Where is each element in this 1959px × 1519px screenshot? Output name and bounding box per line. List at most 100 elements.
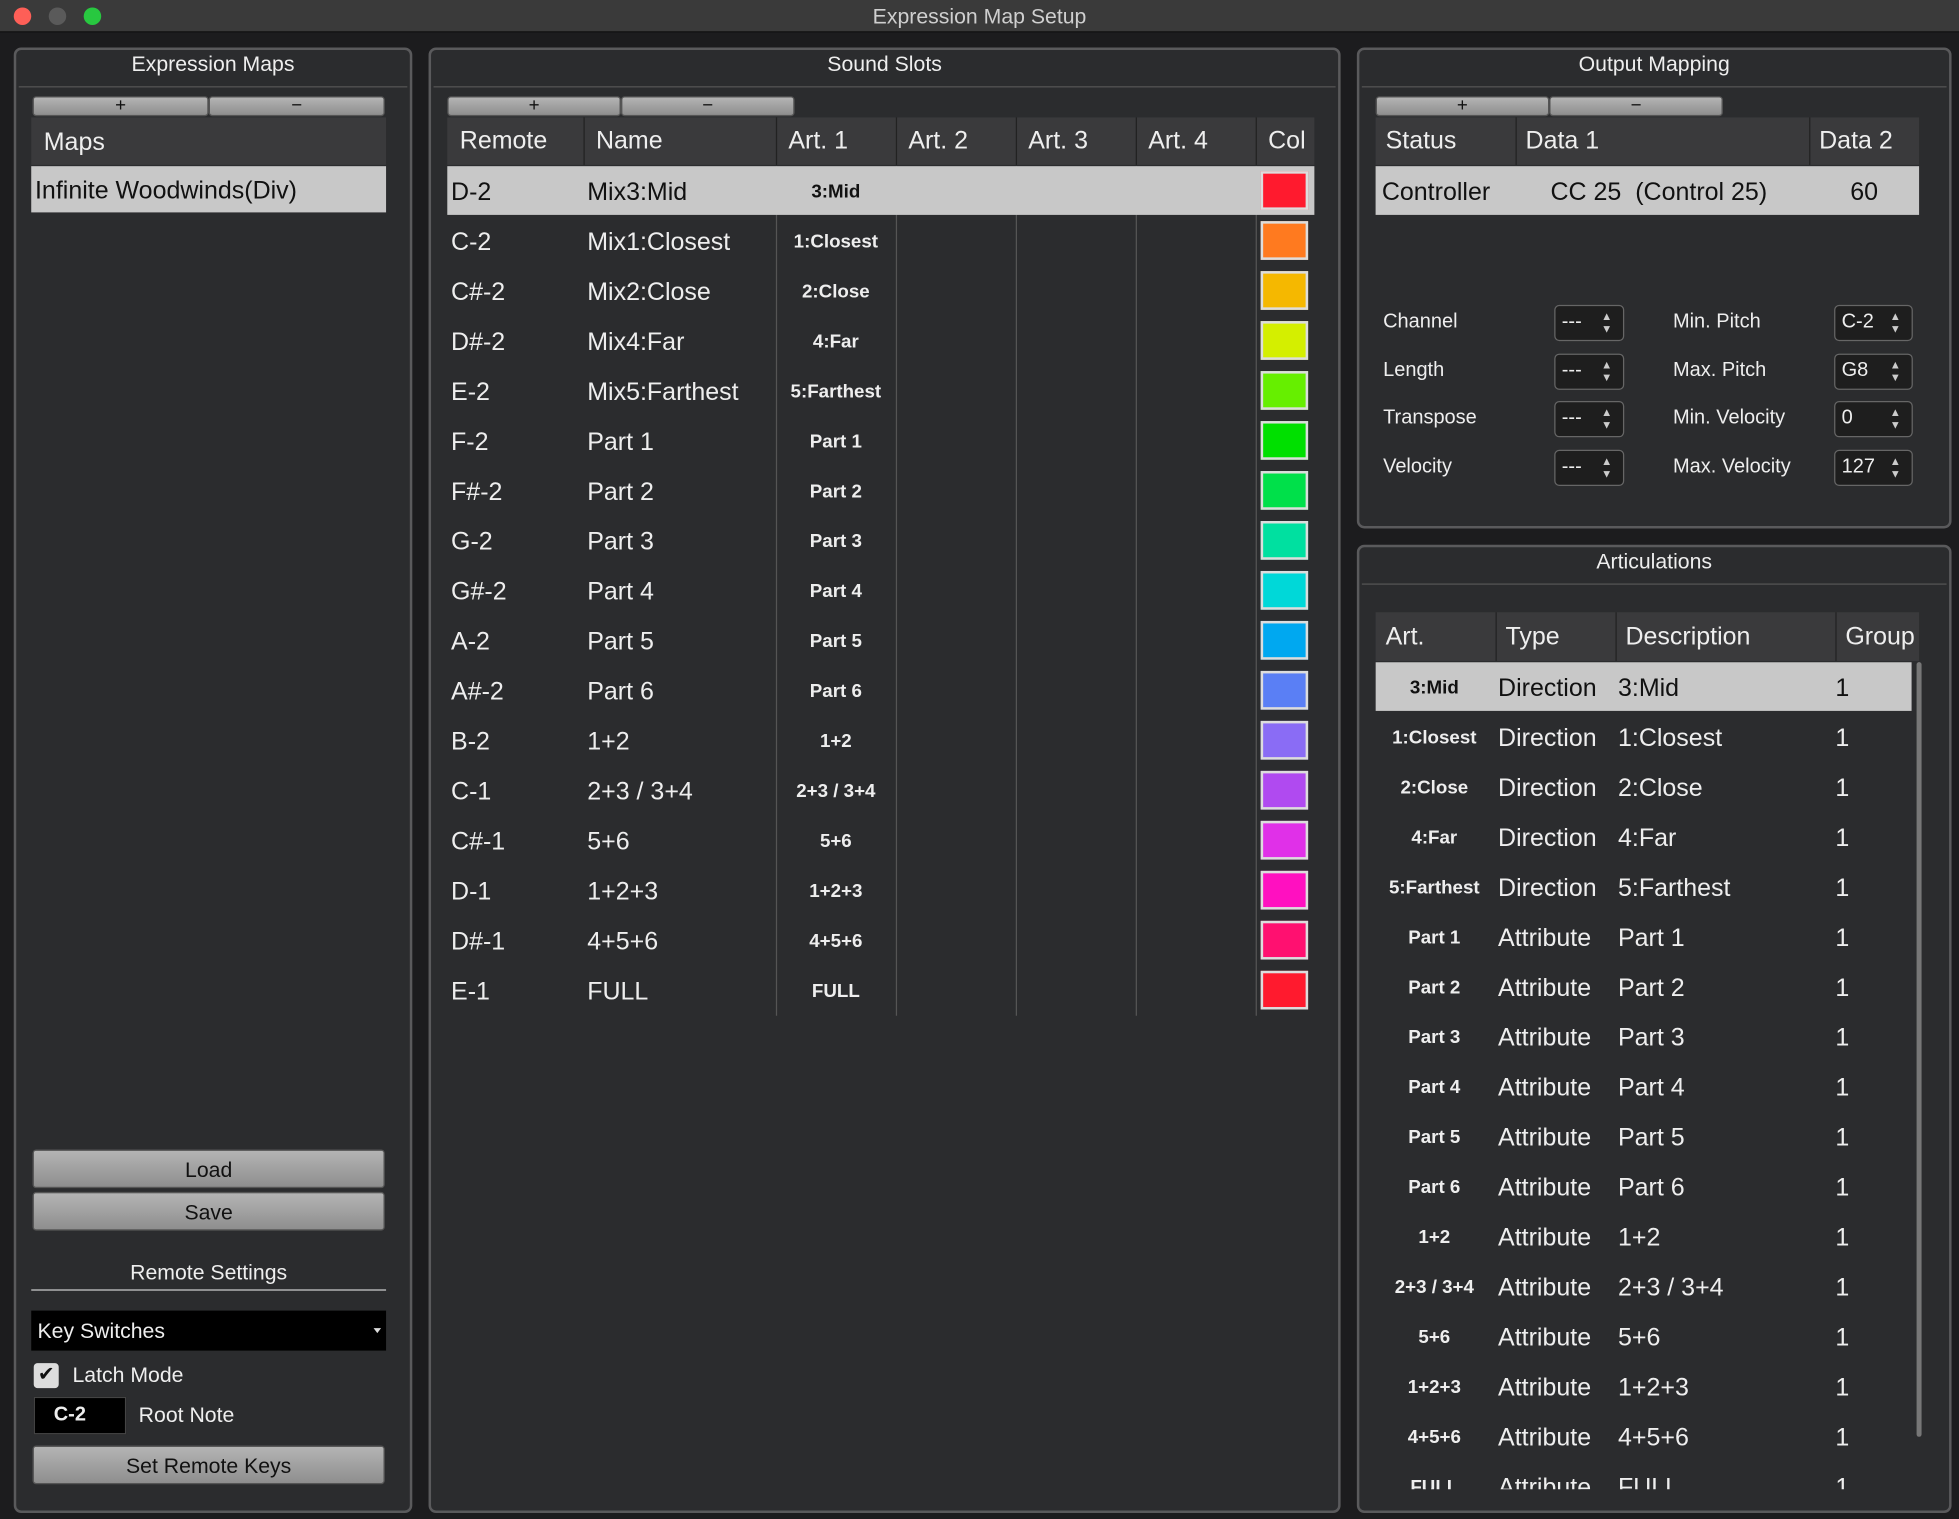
remote-key: G#-2 [451,578,507,606]
spinner[interactable] [1554,304,1625,342]
color-swatch[interactable] [1260,720,1309,760]
articulation-row[interactable]: Part 4 Attribute Part 4 1 [1376,1062,1912,1111]
group: 1 [1835,974,1850,1003]
type: Attribute [1498,1224,1592,1252]
spinner[interactable] [1834,401,1913,438]
spinner[interactable] [1554,449,1625,487]
articulation-row[interactable]: 4:Far Direction 4:Far 1 [1376,812,1912,861]
load-button[interactable]: Load [32,1149,385,1189]
articulation-row[interactable]: Part 5 Attribute Part 5 1 [1376,1112,1912,1161]
articulation: Part 5 [1408,1126,1461,1149]
add-button[interactable]: + [447,96,621,117]
color-swatch[interactable] [1260,670,1309,710]
remove-button[interactable]: − [620,96,795,117]
articulation-row[interactable]: 4+5+6 Attribute 4+5+6 1 [1376,1412,1912,1461]
remote-key: D#-2 [451,328,506,357]
articulation-row-selected[interactable]: 3:Mid Direction 3:Mid 1 [1375,662,1912,711]
slot-name: Part 3 [587,528,654,556]
column-divider [1809,117,1811,165]
field-value: 127 [1841,456,1875,478]
output-row[interactable] [1375,166,1920,215]
spinner-arrows: ▲ ▼ [1601,309,1613,335]
field-label: Transpose [1383,407,1477,430]
spinner[interactable] [1834,304,1913,342]
latch-checkbox[interactable]: ✔ [33,1363,59,1389]
color-swatch[interactable] [1260,520,1309,560]
articulation-row[interactable]: FULL Attribute FULL 1 [1376,1462,1912,1490]
color-swatch[interactable] [1260,471,1309,510]
articulation-row[interactable]: Part 1 Attribute Part 1 1 [1376,912,1912,961]
color-swatch[interactable] [1260,620,1309,660]
color-swatch[interactable] [1260,421,1309,460]
articulation-1: 4:Far [812,331,859,353]
field-value: --- [1561,359,1582,381]
articulation-row[interactable]: 1+2+3 Attribute 1+2+3 1 [1376,1362,1912,1411]
root-spinner[interactable] [33,1396,127,1435]
articulation: 2:Close [1400,777,1469,799]
set-remote-keys-button[interactable]: Set Remote Keys [32,1445,385,1485]
description: Part 5 [1617,1124,1685,1152]
spinner[interactable] [1834,353,1913,390]
save-button[interactable]: Save [32,1191,385,1231]
panel-title: Expression Maps [131,52,295,77]
articulation-row[interactable]: 5+6 Attribute 5+6 1 [1376,1312,1912,1361]
articulation-row[interactable]: Part 2 Attribute Part 2 1 [1376,962,1912,1011]
map-name: Infinite Woodwinds(Div) [34,177,298,205]
field-label: Min. Velocity [1672,407,1786,430]
color-swatch[interactable] [1260,920,1309,960]
minimize-button[interactable] [48,7,67,25]
articulation-row[interactable]: 2+3 / 3+4 Attribute 2+3 / 3+4 1 [1376,1262,1912,1311]
close-button[interactable] [13,7,32,25]
remove-button[interactable]: − [1549,96,1723,117]
color-swatch[interactable] [1260,970,1309,1010]
remove-button[interactable]: − [208,96,385,117]
articulation: 5+6 [1418,1326,1451,1349]
spinner[interactable] [1554,401,1625,438]
articulation-row[interactable]: Part 6 Attribute Part 6 1 [1376,1162,1912,1211]
articulation-1: FULL [811,980,860,1003]
type: Attribute [1498,1074,1592,1102]
color-swatch[interactable] [1260,770,1309,810]
color-swatch[interactable] [1260,870,1309,910]
field-value: C-2 [1841,311,1874,333]
type: Attribute [1498,1124,1592,1152]
mode-dropdown[interactable] [31,1310,387,1351]
remote-key: C#-2 [451,278,506,307]
column-divider [583,117,585,165]
articulation-1: 4+5+6 [809,930,863,953]
spinner[interactable] [1834,449,1913,487]
articulation-row[interactable]: 1+2 Attribute 1+2 1 [1376,1212,1912,1261]
spinner[interactable] [1554,353,1625,390]
color-swatch[interactable] [1260,171,1309,210]
description: 4+5+6 [1617,1424,1689,1452]
group: 1 [1835,1174,1850,1202]
articulation-row[interactable]: 2:Close Direction 2:Close 1 [1376,762,1912,811]
articulation-1: 1:Closest [793,231,879,253]
color-swatch[interactable] [1260,321,1309,360]
add-button[interactable]: + [1375,96,1550,117]
description: 2:Close [1617,774,1703,803]
type: Direction [1498,774,1597,803]
color-swatch[interactable] [1260,271,1309,310]
color-swatch[interactable] [1260,570,1309,610]
slot-name: 1+2+3 [587,878,659,906]
separator [18,86,408,88]
type: Attribute [1498,1474,1592,1490]
color-swatch[interactable] [1260,820,1309,860]
articulation-row[interactable]: 1:Closest Direction 1:Closest 1 [1376,712,1912,761]
articulation-row[interactable]: 5:Farthest Direction 5:Farthest 1 [1376,862,1912,911]
color-swatch[interactable] [1260,221,1309,260]
column-divider [775,166,778,1016]
field-value: --- [1561,456,1582,478]
slot-row-selected[interactable] [447,166,1315,215]
group: 1 [1835,674,1850,703]
zoom-button[interactable] [83,7,102,25]
description: 1:Closest [1617,724,1723,753]
remote-key: A-2 [451,628,490,656]
articulation-row[interactable]: Part 3 Attribute Part 3 1 [1376,1012,1912,1061]
sound-slots-panel [428,47,1341,1514]
color-swatch[interactable] [1260,371,1309,410]
add-button[interactable]: + [32,96,209,117]
map-row[interactable] [31,166,387,213]
field-value: --- [1561,311,1582,333]
